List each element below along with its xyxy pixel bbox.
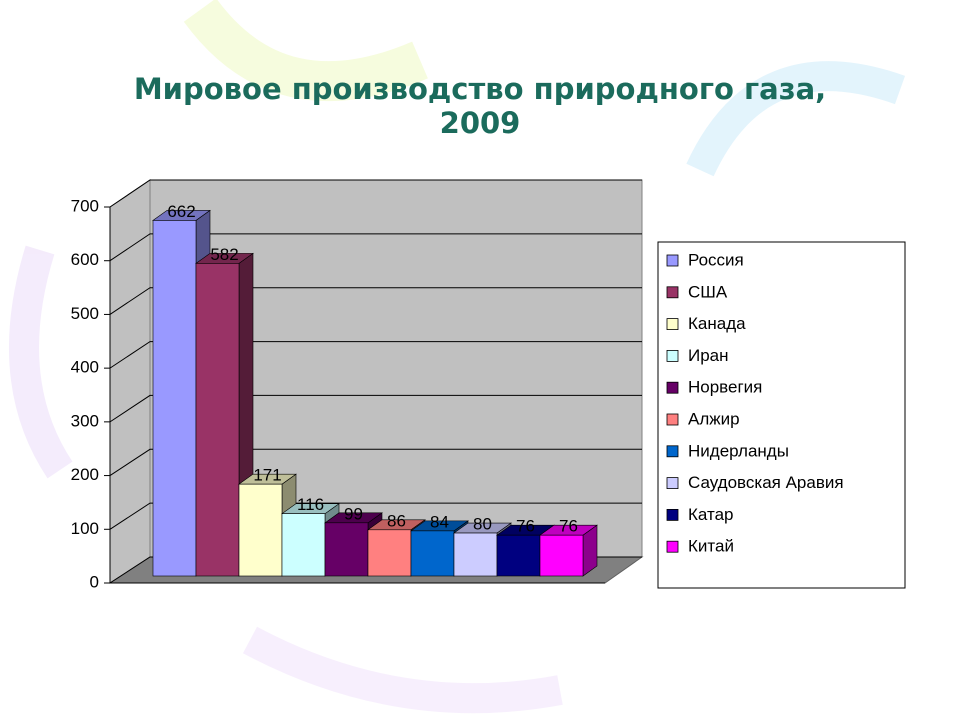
data-label: 76 [559,517,578,536]
grid-line [109,394,642,423]
y-tick-label: 700 [71,196,99,215]
side-wall [109,179,151,584]
y-tick-label: 200 [71,465,99,484]
legend-swatch [666,254,679,267]
bar [410,530,455,577]
legend-swatch [666,445,679,458]
legend-label: США [688,282,728,301]
legend-label: Норвегия [688,378,762,397]
grid-line [109,448,642,476]
legend-swatch [666,477,679,490]
legend-swatch [666,508,679,521]
y-tick-label: 500 [71,304,99,323]
y-tick-label: 300 [71,411,99,430]
grid-line [109,341,642,369]
grid-line [109,502,642,530]
legend-label: Китай [688,537,734,556]
background-decoration [9,0,906,714]
data-label: 116 [297,495,324,514]
legend-swatch [666,286,679,299]
bar [496,534,541,577]
y-tick-label: 600 [71,250,99,269]
bar [281,513,326,577]
data-label: 80 [473,515,492,534]
y-tick-label: 400 [71,358,99,377]
bar [539,534,584,577]
legend-swatch [666,318,679,331]
legend-swatch [666,381,679,394]
bar [324,522,369,577]
bar [453,532,498,577]
legend-box [657,241,906,589]
legend-label: Иран [688,346,729,365]
data-label: 76 [516,517,535,536]
bar [238,483,283,577]
grid-line [109,179,642,208]
legend-label: Алжир [688,409,740,428]
data-label: 99 [344,504,363,523]
legend-label: Россия [688,250,744,269]
legend-label: Нидерланды [688,441,789,460]
data-label: 84 [430,512,449,531]
y-tick-label: 100 [71,519,99,538]
bar [195,263,240,577]
data-label: 662 [167,202,195,221]
y-tick-label: 0 [90,572,99,591]
legend-swatch [666,349,679,362]
grid-line [109,233,642,262]
legend-label: Канада [688,314,746,333]
grid-line [109,287,642,315]
data-label: 582 [210,245,238,264]
data-label: 171 [253,466,281,485]
legend-swatch [666,413,679,426]
legend-label: Катар [688,505,734,524]
bar [367,529,412,577]
legend-swatch [666,540,679,553]
data-label: 86 [387,511,406,530]
bar [152,220,197,577]
legend-label: Саудовская Аравия [688,473,844,492]
chart-title: Мировое производство природного газа, 20… [133,72,827,140]
